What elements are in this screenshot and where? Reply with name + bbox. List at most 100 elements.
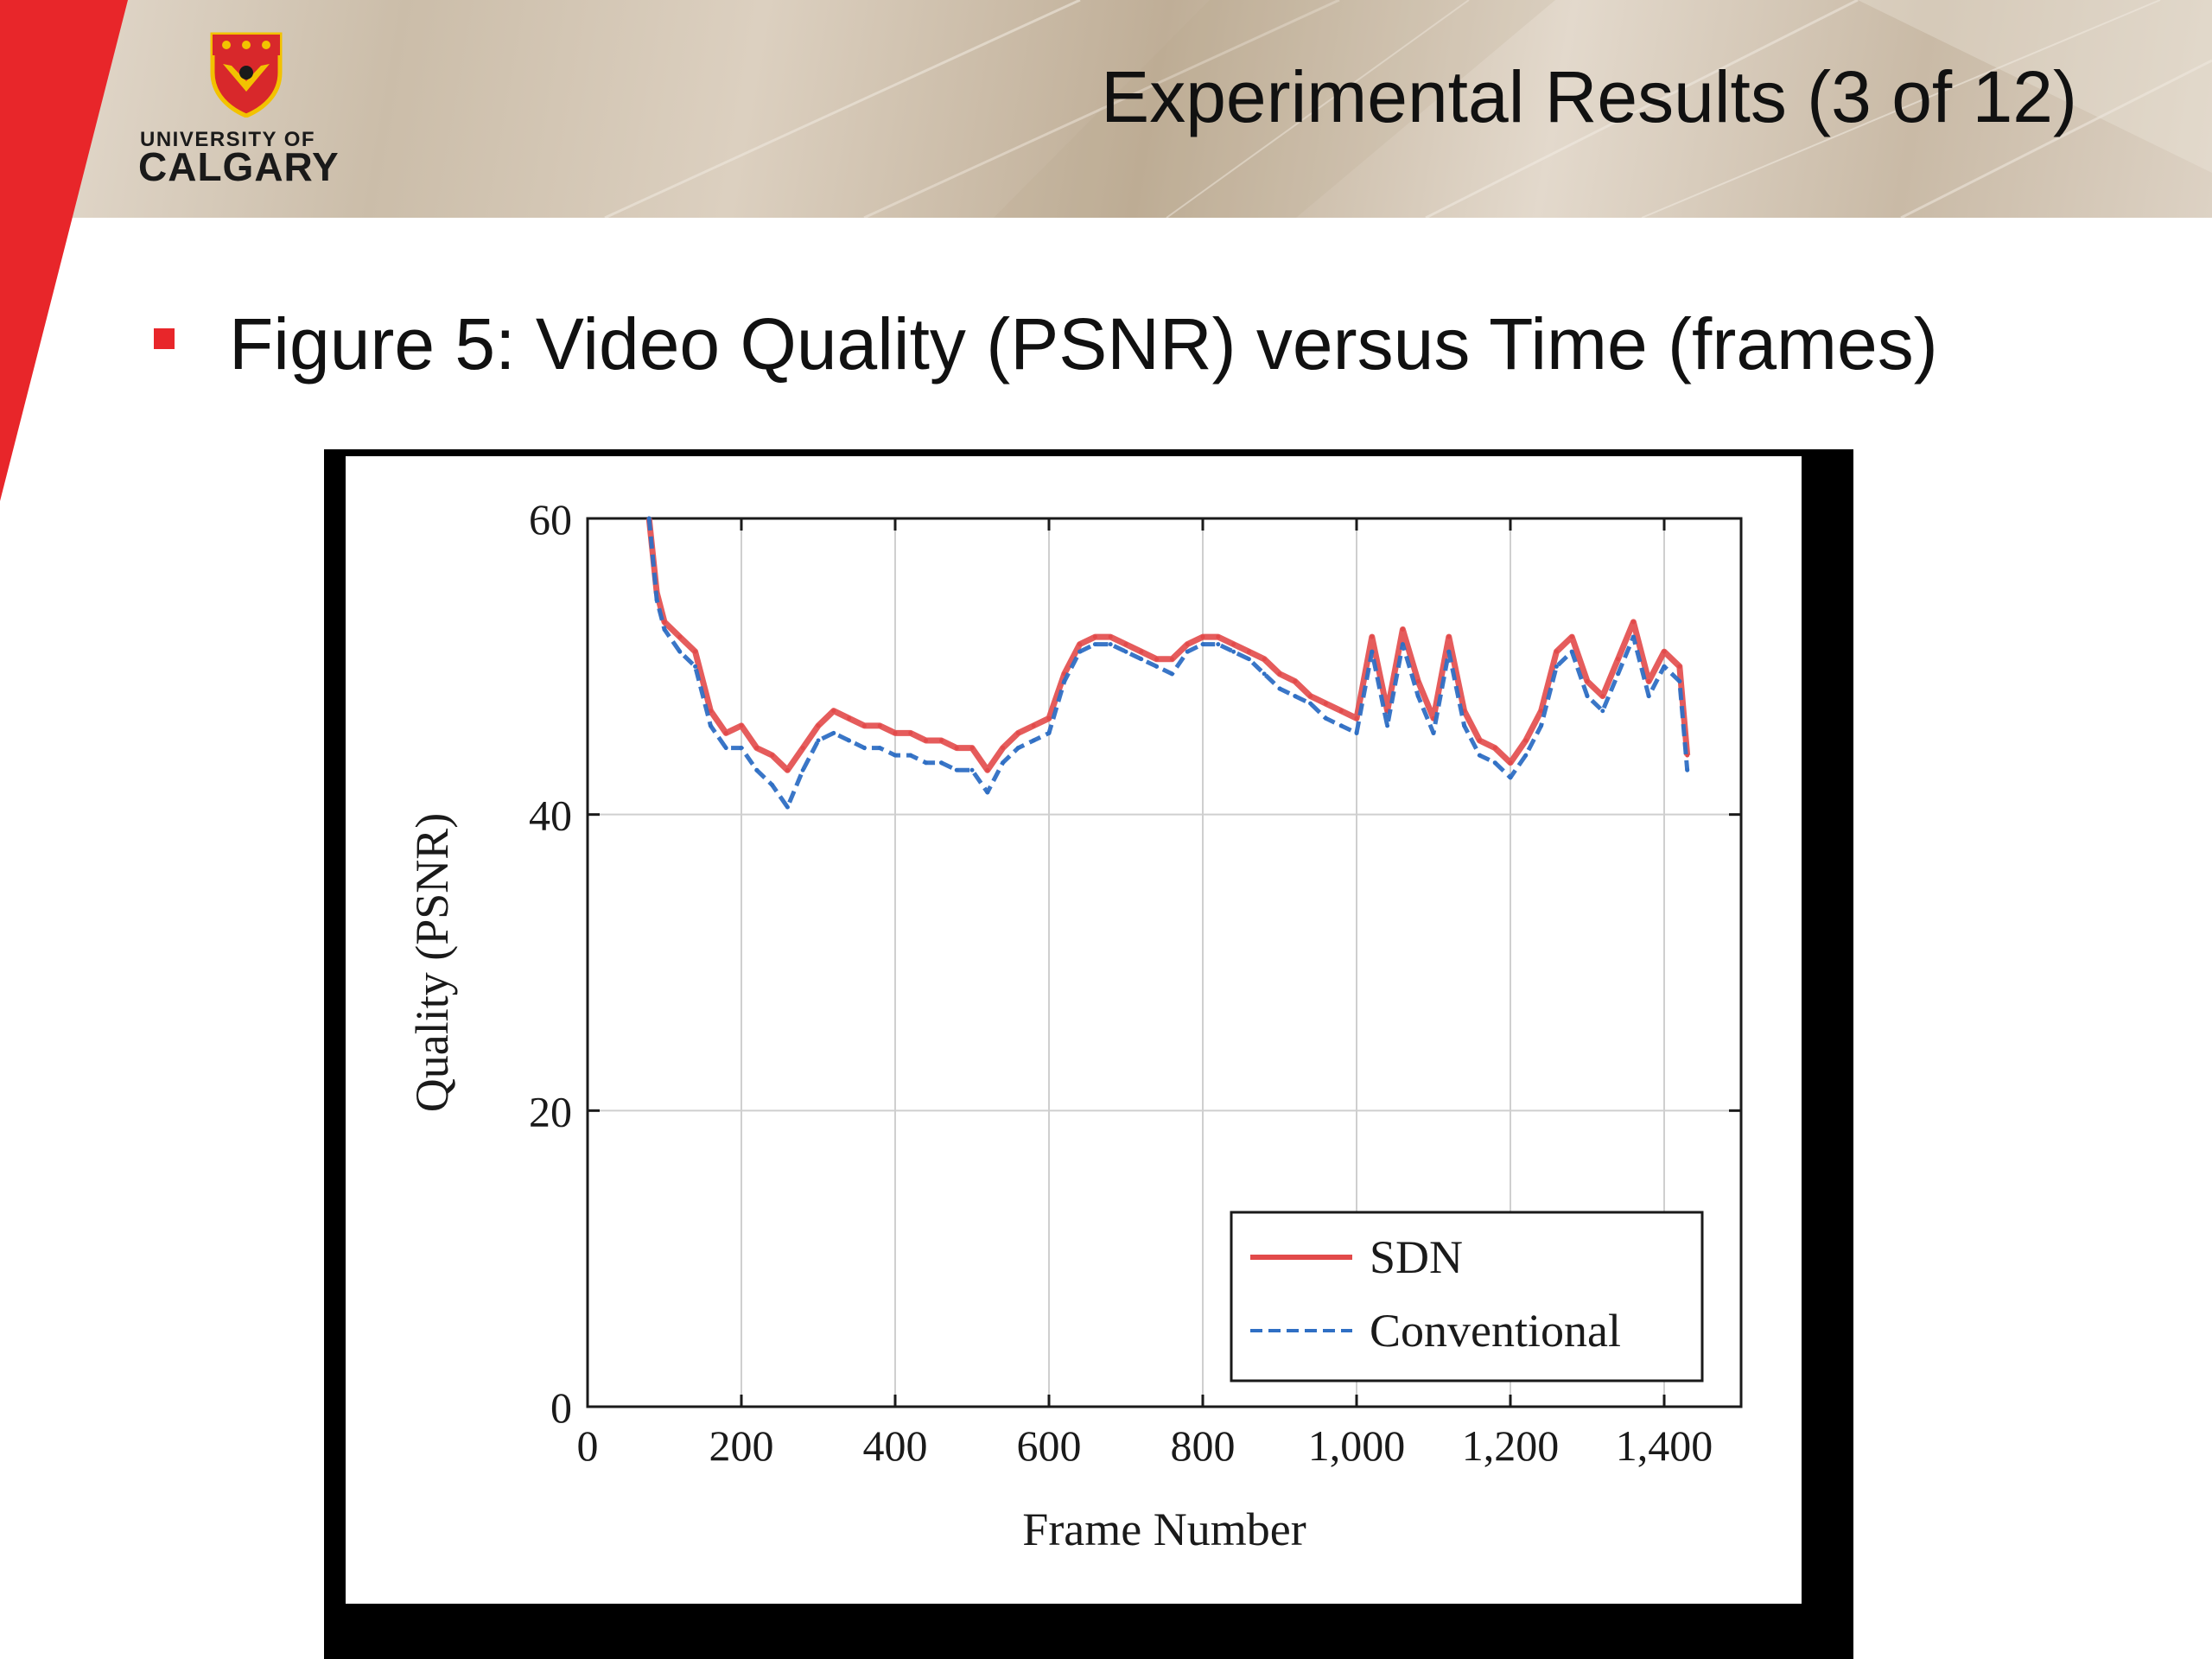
series-point-conventional [1062,678,1067,683]
series-point-sdn [1046,715,1052,721]
series-point-sdn [1092,634,1097,639]
y-axis-label: Quality (PSNR) [406,813,458,1113]
legend-label-conventional: Conventional [1370,1305,1621,1357]
series-point-sdn [1216,634,1221,639]
series-point-conventional [1662,664,1667,669]
series-point-sdn [1231,642,1236,647]
x-axis-label: Frame Number [1022,1503,1306,1555]
series-point-conventional [1216,642,1221,647]
series-point-conventional [1231,649,1236,654]
series-point-sdn [1185,642,1190,647]
series-point-conventional [1246,657,1251,662]
series-point-sdn [1370,634,1375,639]
series-point-sdn [677,634,683,639]
university-logo: UNIVERSITY OF CALGARY [138,31,354,195]
series-point-sdn [1508,760,1513,766]
series-point-sdn [1415,678,1421,683]
series-point-sdn [1400,627,1405,632]
series-point-conventional [924,760,929,766]
series-point-sdn [770,753,775,758]
series-point-sdn [969,746,975,751]
y-tick-label: 60 [529,495,572,543]
series-point-conventional [1293,694,1298,699]
series-point-conventional [1677,678,1682,683]
x-tick-label: 400 [863,1421,928,1470]
series-point-sdn [1001,746,1006,751]
series-point-conventional [1262,671,1267,677]
series-point-conventional [646,516,652,521]
series-point-conventional [1139,657,1144,662]
series-point-sdn [1646,678,1651,683]
series-point-sdn [861,723,867,728]
series-point-sdn [938,738,944,743]
series-point-sdn [1308,694,1313,699]
series-point-conventional [800,767,805,772]
series-point-sdn [1139,649,1144,654]
series-point-conventional [1092,642,1097,647]
x-tick-label: 1,200 [1462,1421,1560,1470]
series-point-sdn [1108,634,1113,639]
series-point-conventional [1554,664,1559,669]
series-point-sdn [1338,709,1344,714]
series-point-sdn [693,649,698,654]
series-point-sdn [1031,723,1036,728]
series-point-sdn [1154,657,1160,662]
psnr-line-chart: 0 200 400 600 800 1,000 1,200 1,400 0 20 40 60 Qual… [406,495,1743,1555]
series-point-sdn [1492,746,1497,751]
logo-text-line2: CALGARY [138,144,340,189]
series-point-conventional [938,760,944,766]
x-tick-label: 200 [709,1421,774,1470]
series-point-conventional [1338,723,1344,728]
series-point-sdn [1477,738,1482,743]
series-point-conventional [754,767,760,772]
legend-box [1230,1211,1704,1382]
y-tick-label: 20 [529,1087,572,1135]
crest-icon [210,32,283,118]
series-point-sdn [1616,657,1621,662]
series-point-sdn [1446,634,1452,639]
series-point-conventional [1600,709,1605,714]
series-point-conventional [1046,730,1052,735]
series-point-sdn [1169,657,1174,662]
series-point-conventional [1492,760,1497,766]
series-point-conventional [1585,694,1590,699]
series-point-conventional [1123,649,1128,654]
series-point-conventional [1523,753,1529,758]
series-point-conventional [877,746,882,751]
plot-area-frame [586,517,1743,1408]
series-point-conventional [1031,738,1036,743]
series-point-conventional [1569,649,1574,654]
series-point-sdn [1077,642,1083,647]
series-point-conventional [1400,642,1405,647]
series-point-sdn [754,746,760,751]
series-point-conventional [1169,671,1174,677]
y-tick-label: 0 [550,1383,572,1432]
series-point-conventional [954,767,959,772]
slide-title: Experimental Results (3 of 12) [1101,56,2077,137]
bullet-marker [154,328,175,349]
series-point-conventional [1185,649,1190,654]
series-point-conventional [847,738,852,743]
series-point-sdn [1293,678,1298,683]
axis-ticks: 0 200 400 600 800 1,000 1,200 1,400 0 20 40 60 [529,495,1741,1470]
series-point-conventional [1370,649,1375,654]
series-point-conventional [1077,649,1083,654]
series-point-conventional [1385,723,1390,728]
logo-text-line1: UNIVERSITY OF [140,128,316,151]
series-point-conventional [1646,694,1651,699]
series-point-sdn [1600,694,1605,699]
series-point-conventional [723,746,728,751]
series-point-sdn [1323,701,1328,706]
series-point-sdn [985,767,990,772]
series-point-conventional [1539,723,1544,728]
series-point-sdn [847,715,852,721]
series-point-conventional [1462,723,1467,728]
series-point-sdn [1354,715,1359,721]
series-point-sdn [1246,649,1251,654]
series-point-sdn [1554,649,1559,654]
series-layer [645,516,1691,810]
series-point-sdn [831,709,836,714]
series-point-sdn [785,767,790,772]
series-point-conventional [969,767,975,772]
series-point-sdn [739,723,744,728]
